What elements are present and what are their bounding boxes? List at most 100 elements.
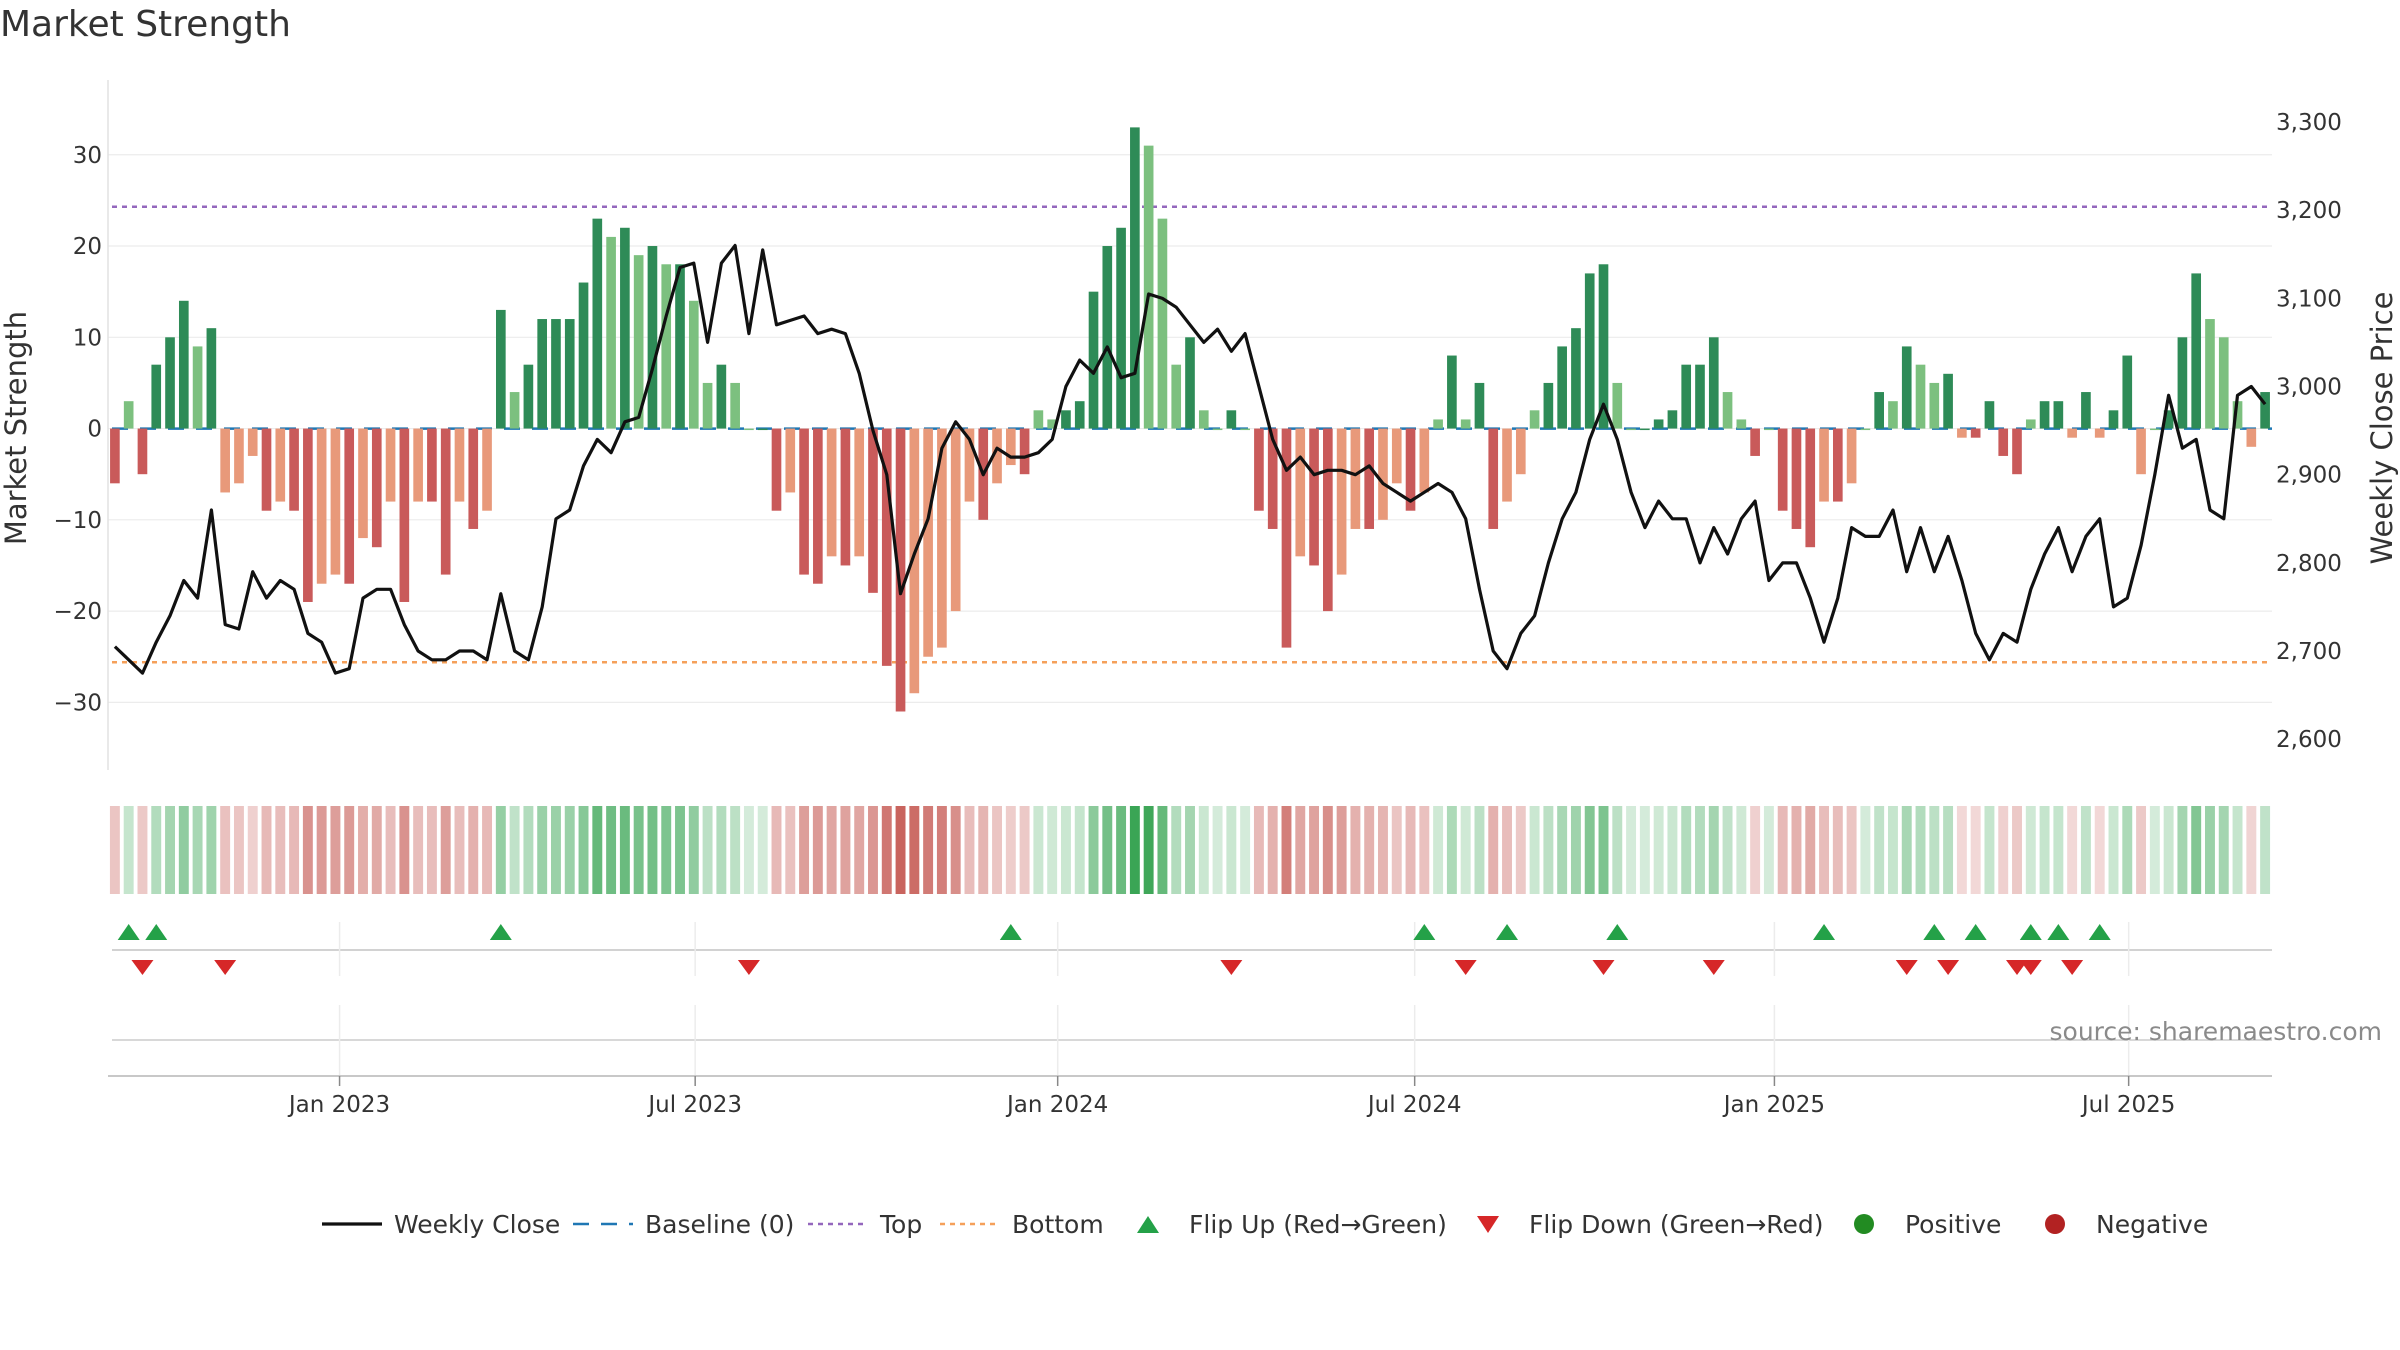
strength-bar xyxy=(275,428,286,502)
x-tick-label: Jan 2025 xyxy=(1722,1092,1825,1118)
legend-label: Baseline (0) xyxy=(645,1210,794,1239)
heat-cell xyxy=(454,806,465,894)
heat-cell xyxy=(1956,806,1967,894)
heat-cell xyxy=(440,806,451,894)
heat-cell xyxy=(785,806,796,894)
heat-cell xyxy=(1570,806,1581,894)
heat-cell xyxy=(482,806,493,894)
strength-bar xyxy=(1488,428,1499,529)
strength-bar xyxy=(992,428,1002,484)
strength-bar xyxy=(1929,382,1940,429)
heat-cell xyxy=(1667,806,1678,894)
legend-label: Flip Up (Red→Green) xyxy=(1189,1210,1447,1239)
left-tick-label: 0 xyxy=(87,417,102,443)
strength-bar xyxy=(468,428,479,529)
heat-cell xyxy=(1653,806,1664,894)
legend-item-negative: Negative xyxy=(2045,1210,2208,1239)
strength-bar xyxy=(702,382,713,429)
strength-bar xyxy=(675,264,685,429)
strength-bar xyxy=(826,428,837,557)
heat-cell xyxy=(909,806,920,894)
strength-bar xyxy=(1061,410,1071,429)
heat-cell xyxy=(358,806,368,894)
right-axis: 3,300 3,200 3,100 3,000 2,900 2,800 2,700 2,600… xyxy=(2276,110,2399,753)
flip-up-marker xyxy=(1813,924,1836,940)
strength-bar xyxy=(2232,401,2243,429)
strength-bars xyxy=(110,127,2270,712)
heat-cell xyxy=(964,806,975,894)
heat-cell xyxy=(2260,806,2271,894)
flip-down-marker xyxy=(1592,960,1615,975)
heat-cell xyxy=(385,806,396,894)
heat-cell xyxy=(1378,806,1388,894)
strength-bar xyxy=(289,428,299,511)
strength-bar xyxy=(1019,428,1030,475)
heat-cell xyxy=(2149,806,2160,894)
weekly-close-line xyxy=(113,243,2267,675)
strength-bar xyxy=(1185,337,1195,429)
heat-cell xyxy=(1281,806,1292,894)
strength-bar xyxy=(1391,428,1402,484)
heat-cell xyxy=(840,806,851,894)
heat-cell xyxy=(992,806,1002,894)
heat-cell xyxy=(1598,806,1609,894)
strength-bar xyxy=(1764,428,1774,431)
heat-cell xyxy=(1543,806,1554,894)
strength-bar xyxy=(2205,319,2215,429)
strength-bar xyxy=(440,428,451,575)
strength-bar xyxy=(358,428,368,539)
heat-cell xyxy=(895,806,906,894)
heat-cell xyxy=(1116,806,1127,894)
strength-bar xyxy=(303,428,313,602)
strength-bar xyxy=(1033,410,1044,429)
heat-cell xyxy=(1750,806,1761,894)
strength-bar xyxy=(716,364,727,429)
strength-bar xyxy=(1529,410,1540,429)
strength-bar xyxy=(151,364,162,429)
flip-down-marker xyxy=(1702,960,1725,975)
heat-cell xyxy=(799,806,810,894)
flip-up-marker xyxy=(489,924,512,940)
strength-bar xyxy=(247,428,258,456)
strength-bar xyxy=(937,428,947,648)
heat-cell xyxy=(826,806,837,894)
strength-bar xyxy=(1640,428,1650,431)
strength-bar xyxy=(1846,428,1857,484)
heat-cell xyxy=(1970,806,1981,894)
heat-cell xyxy=(702,806,713,894)
flip-down-marker xyxy=(131,960,154,975)
strength-bar xyxy=(1598,264,1609,429)
strength-bar xyxy=(1984,401,1995,429)
heat-cell xyxy=(1446,806,1457,894)
legend-item-baseline: Baseline (0) xyxy=(573,1210,794,1239)
strength-bar xyxy=(234,428,244,484)
strength-bar xyxy=(688,300,699,429)
strength-bar xyxy=(537,319,548,429)
heat-cell xyxy=(1074,806,1085,894)
left-tick-label: 30 xyxy=(73,143,102,169)
strength-bar xyxy=(854,428,865,557)
strength-bar xyxy=(110,428,120,484)
heat-cell xyxy=(854,806,865,894)
strength-bar xyxy=(881,428,892,666)
heat-cell xyxy=(247,806,258,894)
heat-cell xyxy=(1791,806,1802,894)
strength-bar xyxy=(1047,419,1057,429)
heat-cell xyxy=(1460,806,1471,894)
heat-cell xyxy=(1529,806,1540,894)
strength-bar xyxy=(1571,328,1581,429)
heat-cell xyxy=(151,806,162,894)
flip-down-marker xyxy=(2006,960,2029,975)
heat-cell xyxy=(2108,806,2119,894)
heat-cell xyxy=(743,806,754,894)
flip-down-marker xyxy=(1220,960,1243,975)
legend-label: Positive xyxy=(1905,1210,2001,1239)
heat-cell xyxy=(2025,806,2036,894)
heat-cell xyxy=(1157,806,1168,894)
heat-cell xyxy=(1515,806,1526,894)
strength-bar xyxy=(1364,428,1375,529)
heat-cell xyxy=(1502,806,1512,894)
strength-bar xyxy=(1157,218,1168,429)
left-tick-label: 10 xyxy=(73,325,102,351)
